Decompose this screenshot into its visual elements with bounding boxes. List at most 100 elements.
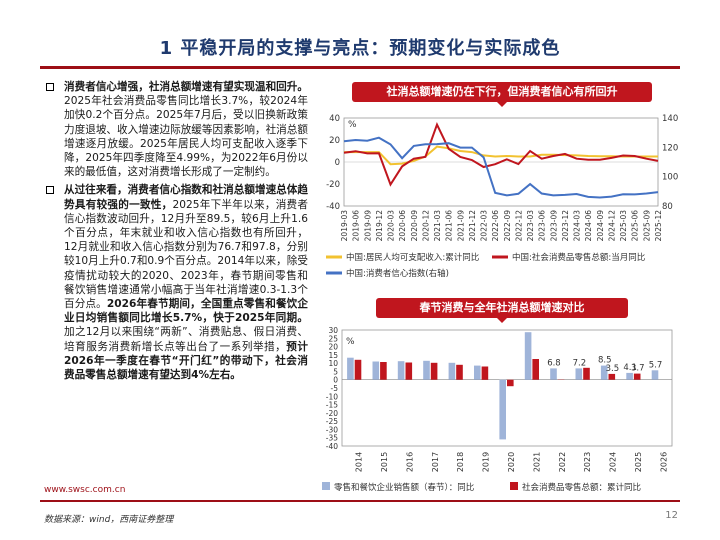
y-tick-label: 30 — [328, 326, 338, 335]
series-line-3 — [343, 136, 659, 199]
x-tick-label: 2021-06 — [445, 210, 454, 242]
bar-annual-retail — [481, 366, 489, 380]
chart-1-title: 社消总额增速仍在下行，但消费者信心有所回升 — [352, 82, 652, 107]
page-title: 1 平稳开局的支撑与亮点：预期变化与实际成色 — [159, 38, 561, 59]
x-tick-label: 2025-06 — [631, 210, 640, 242]
y-axis-unit: % — [348, 120, 357, 130]
paragraph-2-highlight: 2026年春节期间，全国重点零售和餐饮企业日均销售额同比增长5.7%，快于202… — [64, 298, 309, 325]
y-tick-label-left: -40 — [326, 202, 340, 212]
x-tick-label: 2025-12 — [654, 210, 663, 242]
paragraph-2-forecast: 预计2026年一季度在春节“开门红”的带动下，社会消费品零售总额增速有望达到4%… — [64, 340, 309, 382]
paragraph-2-lead: 从过往来看，消费者信心指数和社消总额增速总体趋势具有较强的一致性， — [64, 184, 308, 211]
x-tick-label: 2019-03 — [340, 210, 349, 242]
bar-annual-retail — [405, 362, 413, 380]
paragraph-1-lead: 消费者信心增强，社消总额增速有望实现温和回升。 — [64, 81, 308, 93]
bar-spring-festival — [499, 379, 506, 440]
x-tick-label: 2019-06 — [352, 210, 361, 242]
x-tick-label: 2020-06 — [398, 210, 407, 242]
y-tick-label: -30 — [326, 425, 338, 434]
legend-label: 社会消费品零售总额：累计同比 — [522, 482, 641, 493]
x-tick-label: 2020-09 — [410, 210, 419, 242]
bullet-paragraph-1: 消费者信心增强，社消总额增速有望实现温和回升。 2025年社会消费品零售同比增长3… — [46, 80, 308, 179]
legend-label: 零售和餐饮企业销售额（春节）：同比 — [334, 482, 474, 493]
y-tick-label-right: 100 — [662, 173, 678, 183]
y-tick-label: -20 — [326, 409, 338, 418]
x-tick-label: 2020 — [507, 452, 516, 472]
bar-spring-festival — [448, 362, 456, 380]
y-tick-label-left: 40 — [329, 114, 340, 124]
x-tick-label: 2025 — [634, 452, 643, 472]
x-tick-label: 2022 — [558, 452, 567, 472]
x-tick-label: 2015 — [380, 452, 389, 472]
y-tick-label: 25 — [328, 334, 338, 343]
x-tick-label: 2024-09 — [596, 210, 605, 242]
bar-spring-festival — [524, 332, 532, 380]
x-tick-label: 2014 — [355, 452, 364, 472]
x-tick-label: 2022-03 — [480, 210, 489, 242]
x-tick-label: 2021-03 — [433, 210, 442, 242]
bar-spring-festival — [575, 368, 583, 380]
bar-annual-retail — [633, 373, 641, 380]
bar-annual-retail — [430, 362, 438, 380]
bar-spring-festival — [600, 365, 608, 380]
x-tick-label: 2024-03 — [573, 210, 582, 242]
text-column: 消费者信心增强，社消总额增速有望实现温和回升。 2025年社会消费品零售同比增长3… — [46, 80, 308, 386]
y-tick-label: -10 — [326, 392, 338, 401]
x-tick-label: 2024 — [609, 452, 618, 472]
checkbox-bullet-icon — [46, 186, 54, 195]
y-tick-label: -25 — [326, 417, 338, 426]
bar-spring-festival — [372, 361, 380, 380]
x-tick-label: 2023-06 — [538, 210, 547, 242]
spring-festival-bar-chart: %302520151050-5-10-15-20-25-30-35-402014… — [322, 326, 673, 493]
x-tick-label: 2022-09 — [503, 210, 512, 242]
x-tick-label: 2023 — [583, 452, 592, 472]
x-tick-label: 2021 — [532, 452, 541, 472]
y-tick-label-left: -20 — [326, 180, 340, 190]
y-tick-label: -15 — [326, 401, 338, 410]
bullet-paragraph-2: 从过往来看，消费者信心指数和社消总额增速总体趋势具有较强的一致性，2025年下半… — [46, 183, 308, 382]
x-tick-label: 2016 — [405, 452, 414, 472]
x-tick-label: 2023-12 — [561, 210, 570, 242]
y-tick-label-right: 120 — [662, 143, 678, 153]
y-tick-label: 5 — [333, 367, 338, 376]
legend-swatch — [322, 482, 330, 490]
bar-spring-festival — [550, 368, 557, 380]
y-tick-label: 0 — [333, 376, 338, 385]
y-tick-label-left: 20 — [329, 136, 340, 146]
bar-spring-festival — [347, 357, 354, 380]
series-line-2 — [343, 122, 659, 187]
x-tick-label: 2022-12 — [514, 210, 523, 242]
x-tick-label: 2026 — [659, 452, 668, 472]
data-label: 6.8 — [547, 358, 561, 368]
legend-label: 中国:消费者信心指数(右轴) — [346, 268, 449, 279]
series-line-1 — [344, 145, 658, 166]
y-axis-unit: % — [346, 337, 355, 347]
legend-label: 中国:居民人均可支配收入:累计同比 — [346, 252, 479, 263]
bar-annual-retail — [456, 364, 463, 380]
data-label: 5.7 — [649, 360, 663, 370]
x-tick-label: 2020-12 — [421, 210, 430, 242]
y-tick-label: 15 — [328, 351, 338, 360]
y-tick-label-left: 0 — [335, 158, 340, 168]
y-tick-label: -5 — [331, 384, 339, 393]
x-tick-label: 2025-09 — [642, 210, 651, 242]
bar-annual-retail — [354, 359, 362, 380]
data-source-note: 数据来源：wind，西南证券整理 — [44, 515, 174, 525]
data-label: 7.2 — [573, 358, 587, 368]
bar-annual-retail — [608, 373, 616, 380]
paragraph-1-body: 2025年社会消费品零售同比增长3.7%，较2024年加快0.2个百分点。202… — [64, 95, 308, 179]
x-tick-label: 2019-12 — [375, 210, 384, 242]
bar-spring-festival — [397, 361, 405, 380]
x-tick-label: 2020-03 — [387, 210, 396, 242]
footer-url[interactable]: www.swsc.com.cn — [44, 485, 126, 495]
paragraph-2-body-2: 加之12月以来围绕“两新”、消费贴息、假日消费、培育服务消费新增长点等出台了一系… — [64, 326, 308, 353]
data-label: 4.1 — [623, 363, 637, 373]
x-tick-label: 2019 — [482, 452, 491, 472]
bar-annual-retail — [380, 362, 387, 380]
y-tick-label: -35 — [326, 434, 338, 443]
y-tick-label: 20 — [328, 343, 338, 352]
footer-divider — [40, 500, 680, 502]
x-tick-label: 2019-09 — [363, 210, 372, 242]
title-divider — [40, 66, 680, 69]
page-number: 12 — [665, 510, 678, 521]
